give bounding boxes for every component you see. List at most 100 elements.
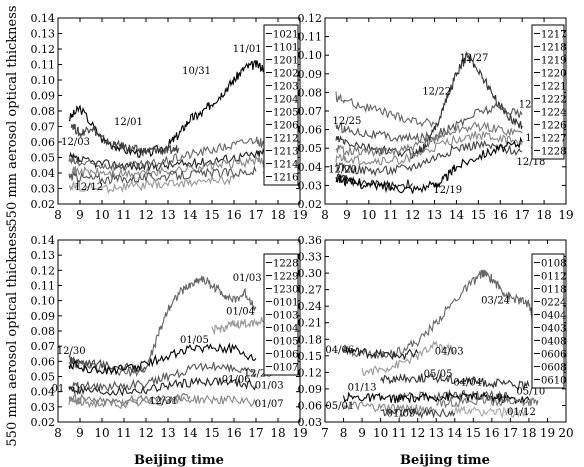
series-line bbox=[68, 165, 257, 185]
x-tick-label: 17 bbox=[515, 208, 530, 222]
legend-box bbox=[263, 24, 299, 186]
series-group bbox=[68, 275, 268, 410]
legend-entry: 1201 bbox=[273, 56, 298, 67]
series-line bbox=[380, 373, 530, 391]
x-tick-label: 15 bbox=[204, 208, 219, 222]
x-tick-label: 18 bbox=[521, 426, 536, 440]
x-tick-label: 9 bbox=[76, 426, 84, 440]
x-tick-label: 19 bbox=[558, 208, 573, 222]
x-tick-label: 18 bbox=[270, 208, 285, 222]
y-tick-label: 0.12 bbox=[31, 264, 56, 277]
x-tick-label: 13 bbox=[160, 426, 175, 440]
legend-entry: 1206 bbox=[273, 121, 298, 132]
y-tick-label: 0.10 bbox=[31, 295, 56, 308]
y-tick-label: 0.36 bbox=[298, 234, 323, 247]
x-tick-label: 17 bbox=[503, 426, 518, 440]
y-tick-label: 0.30 bbox=[298, 267, 323, 280]
x-tick-label: 13 bbox=[429, 426, 444, 440]
series-line bbox=[380, 407, 456, 420]
y-tick-label: 0.09 bbox=[31, 90, 56, 103]
legend-entry: 1212 bbox=[273, 134, 298, 145]
legend-entry: 0107 bbox=[273, 363, 298, 374]
x-tick-label: 16 bbox=[226, 208, 241, 222]
series-annotation: 12/31 bbox=[149, 396, 178, 407]
y-tick-label: 0.03 bbox=[31, 401, 56, 414]
y-tick-label: 0.03 bbox=[298, 179, 323, 192]
legend-entry: 0101 bbox=[273, 298, 298, 309]
x-tick-label: 15 bbox=[466, 426, 481, 440]
y-tick-label: 0.06 bbox=[298, 399, 323, 412]
legend-entry: 1216 bbox=[273, 173, 298, 184]
series-annotation: 01/05 bbox=[180, 335, 209, 346]
legend-entry: 0118 bbox=[541, 285, 566, 296]
y-tick-label: 0.13 bbox=[31, 249, 56, 262]
y-tick-label: 0.14 bbox=[31, 234, 56, 247]
x-tick-label: 8 bbox=[340, 426, 348, 440]
x-tick-label: 12 bbox=[410, 426, 425, 440]
y-tick-label: 0.04 bbox=[31, 167, 56, 180]
legend-entry: 0610 bbox=[541, 376, 566, 387]
series-line bbox=[361, 340, 456, 377]
legend-entry: 1021 bbox=[273, 30, 298, 41]
y-tick-label: 0.03 bbox=[31, 183, 56, 196]
x-tick-label: 19 bbox=[292, 426, 307, 440]
series-annotation: 12/29 bbox=[244, 369, 273, 380]
series-annotation: 01/09 bbox=[387, 408, 416, 419]
x-tick-label: 9 bbox=[343, 208, 351, 222]
legend-entry: 0606 bbox=[541, 350, 566, 361]
legend-entry: 0403 bbox=[541, 324, 566, 335]
x-tick-label: 14 bbox=[447, 426, 463, 440]
x-tick-label: 8 bbox=[54, 426, 62, 440]
series-annotation: 12/19 bbox=[433, 185, 462, 196]
legend-entry: 0608 bbox=[541, 363, 566, 374]
legend-entry: 1220 bbox=[541, 69, 566, 80]
x-tick-label: 14 bbox=[182, 426, 198, 440]
series-annotation: 12/20 bbox=[328, 164, 357, 175]
y-tick-label: 0.06 bbox=[298, 124, 323, 137]
y-tick-label: 0.27 bbox=[298, 284, 323, 297]
x-tick-label: 11 bbox=[392, 426, 407, 440]
legend-entry: 1218 bbox=[541, 43, 566, 54]
x-tick-label: 19 bbox=[540, 426, 555, 440]
series-annotation: 12/03 bbox=[61, 137, 90, 148]
x-axis-label-right: Beijing time bbox=[400, 453, 490, 467]
legend-entry: 1227 bbox=[541, 134, 566, 145]
x-axis-label-left: Beijing time bbox=[134, 453, 224, 467]
legend-entry: 1224 bbox=[541, 108, 566, 119]
series-line bbox=[68, 394, 257, 410]
series-line bbox=[335, 139, 523, 177]
series-annotation: 01/12 bbox=[507, 407, 536, 418]
x-tick-label: 15 bbox=[204, 426, 219, 440]
legend-entry: 1226 bbox=[541, 121, 566, 132]
x-tick-label: 16 bbox=[493, 208, 508, 222]
series-line bbox=[342, 401, 437, 416]
series-line bbox=[335, 91, 435, 128]
legend-entry: 1228 bbox=[273, 259, 298, 270]
legend-entry: 0104 bbox=[273, 324, 298, 335]
x-tick-label: 10 bbox=[361, 208, 376, 222]
series-annotation: 12/18 bbox=[517, 157, 546, 168]
legend-entry: 0108 bbox=[541, 259, 566, 270]
series-annotation: 01/04 bbox=[226, 306, 255, 317]
x-tick-label: 16 bbox=[226, 426, 241, 440]
series-line bbox=[398, 388, 511, 404]
series-annotation: 03/24 bbox=[481, 295, 510, 306]
plot-frame bbox=[324, 239, 567, 423]
x-tick-label: 14 bbox=[449, 208, 465, 222]
series-annotation: 12/12 bbox=[74, 182, 103, 193]
y-tick-label: 0.33 bbox=[298, 251, 323, 264]
y-tick-label: 0.05 bbox=[298, 142, 323, 155]
y-tick-label: 0.11 bbox=[31, 280, 56, 293]
series-line bbox=[68, 136, 268, 171]
chart-panel-3: 8 9 10 11 12 13 14 15 16 17 18 19 0.02 0.03 0.04 0.05 0.… bbox=[31, 234, 308, 440]
y-tick-label: 0.03 bbox=[298, 416, 323, 429]
series-line bbox=[343, 347, 419, 361]
chart-panel-2: 8 9 10 11 12 13 14 15 16 17 18 19 0.02 0.03 0.04 0.05 0.… bbox=[298, 12, 574, 222]
panels: 8 9 10 11 12 13 14 15 16 17 18 190.020.030.040.050.… bbox=[31, 12, 574, 440]
x-tick-label: 10 bbox=[94, 208, 109, 222]
chart-panel-4: 7 8 9 10 11 12 13 14 15 16 17 18 19 20 0.03 0.06 0.09 0.1… bbox=[298, 234, 574, 440]
x-tick-label: 15 bbox=[471, 208, 486, 222]
y-tick-label: 0.10 bbox=[298, 49, 323, 62]
x-tick-label: 17 bbox=[248, 426, 263, 440]
